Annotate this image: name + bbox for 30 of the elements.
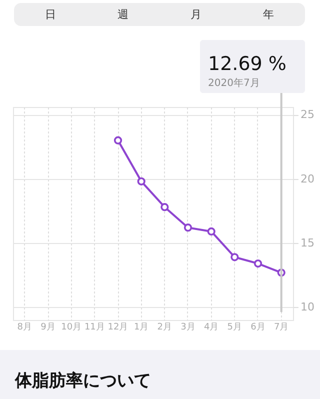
text: 年: [263, 8, 274, 21]
text: 体脂肪率について: [14, 371, 151, 391]
text: 2020年7月: [208, 77, 260, 89]
x-tick-label: 8月: [17, 322, 32, 332]
x-tick-label: 10月: [61, 322, 82, 332]
x-tick-label: 1月: [134, 322, 149, 332]
text: 週: [118, 8, 129, 21]
point: [114, 136, 122, 144]
x-tick-label: 12月: [108, 322, 128, 332]
x-tick-label: 11月: [84, 322, 105, 332]
point: [207, 227, 216, 236]
point: [184, 224, 192, 232]
text: 日: [44, 8, 56, 21]
y-tick-label: 10: [300, 300, 314, 314]
y-tick-label: 20: [300, 172, 314, 186]
point: [254, 259, 262, 268]
x-tick-label: 6月: [250, 322, 266, 332]
x-tick-label: 2月: [157, 322, 172, 332]
x-tick-label: 9月: [40, 322, 56, 332]
point: [137, 177, 146, 186]
text: 12.69 %: [208, 53, 286, 75]
x-tick-label: 4月: [204, 322, 219, 332]
y-tick-label: 15: [300, 236, 314, 250]
text: 月: [190, 8, 202, 21]
x-tick-label: 7月: [274, 322, 289, 332]
y-tick-label: 25: [300, 108, 314, 122]
point: [230, 253, 239, 262]
x-tick-label: 5月: [227, 322, 242, 332]
x-tick-label: 3月: [180, 322, 196, 332]
point: [160, 203, 169, 212]
